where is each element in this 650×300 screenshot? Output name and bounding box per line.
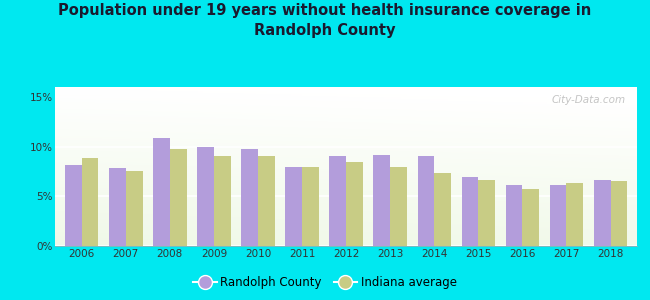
Text: City-Data.com: City-Data.com	[551, 95, 625, 105]
Legend: Randolph County, Indiana average: Randolph County, Indiana average	[188, 272, 462, 294]
Bar	[374, 154, 390, 246]
Bar	[197, 147, 214, 246]
Bar	[241, 148, 258, 246]
Bar	[109, 169, 125, 246]
Bar	[170, 148, 187, 246]
Bar	[302, 167, 318, 246]
Bar	[462, 177, 478, 246]
Bar	[610, 182, 627, 246]
Bar	[594, 180, 610, 246]
Bar	[330, 156, 346, 246]
Bar	[390, 167, 407, 246]
Bar	[153, 138, 170, 246]
Bar	[285, 167, 302, 246]
Bar	[434, 173, 451, 246]
Bar	[258, 156, 275, 246]
Bar	[214, 156, 231, 246]
Bar	[523, 189, 539, 246]
Bar	[567, 183, 583, 246]
Bar	[346, 161, 363, 246]
Text: Population under 19 years without health insurance coverage in
Randolph County: Population under 19 years without health…	[58, 3, 592, 38]
Bar	[125, 172, 142, 246]
Bar	[506, 185, 523, 246]
Bar	[417, 156, 434, 246]
Bar	[550, 185, 567, 246]
Bar	[65, 164, 82, 246]
Bar	[82, 158, 98, 246]
Bar	[478, 180, 495, 246]
